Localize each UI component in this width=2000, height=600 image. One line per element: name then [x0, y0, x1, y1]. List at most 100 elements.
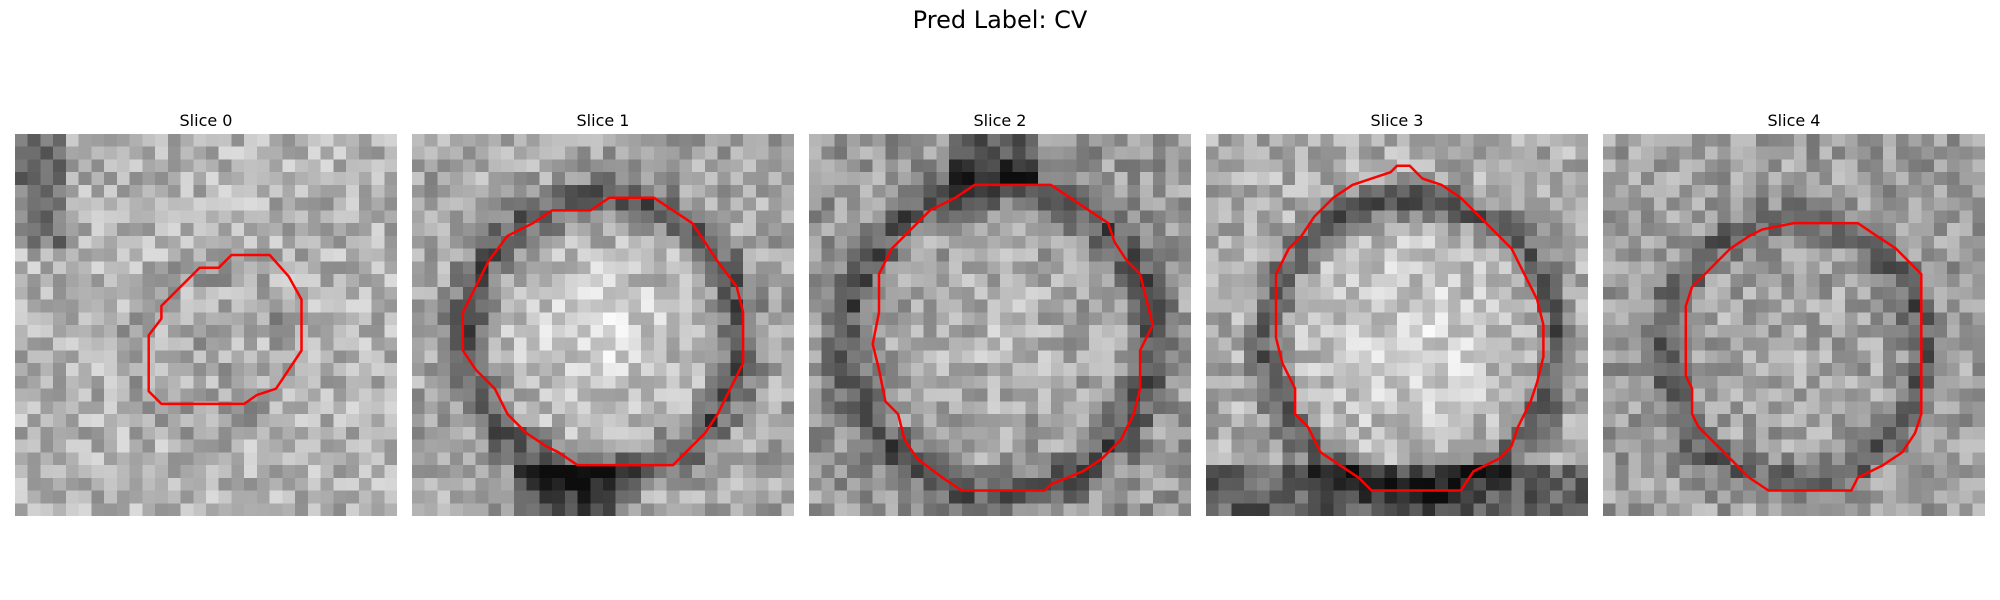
image-pixel	[1730, 439, 1744, 453]
image-pixel	[1101, 490, 1116, 504]
image-pixel	[628, 401, 642, 415]
image-pixel	[768, 261, 782, 275]
image-pixel	[1333, 375, 1347, 390]
segmentation-contour	[147, 253, 303, 406]
image-pixel	[155, 261, 169, 275]
image-pixel	[1231, 452, 1245, 466]
image-pixel	[872, 235, 886, 250]
image-pixel	[1165, 146, 1179, 161]
image-pixel	[1127, 363, 1141, 377]
image-pixel	[1666, 388, 1680, 402]
image-pixel	[1282, 184, 1296, 199]
image-pixel	[1165, 248, 1179, 262]
image-pixel	[1346, 134, 1360, 148]
image-pixel	[1012, 452, 1027, 466]
image-pixel	[1089, 312, 1103, 326]
image-pixel	[424, 146, 439, 161]
image-pixel	[755, 184, 770, 199]
image-pixel	[1806, 286, 1821, 301]
image-pixel	[987, 503, 1001, 516]
image-pixel	[501, 452, 515, 466]
image-pixel	[1152, 210, 1167, 224]
image-pixel	[384, 248, 397, 262]
image-pixel	[15, 235, 29, 250]
image-pixel	[244, 439, 258, 453]
image-pixel	[755, 490, 770, 504]
image-pixel	[91, 286, 105, 301]
image-pixel	[821, 286, 836, 301]
image-pixel	[1946, 477, 1961, 492]
image-pixel	[834, 235, 848, 250]
image-pixel	[1946, 490, 1961, 504]
image-pixel	[1165, 274, 1179, 288]
image-pixel	[641, 426, 655, 441]
image-pixel	[1704, 363, 1719, 377]
image-pixel	[1717, 490, 1731, 504]
image-pixel	[910, 146, 925, 161]
image-pixel	[1320, 350, 1334, 364]
image-pixel	[1768, 401, 1782, 415]
image-pixel	[641, 223, 655, 237]
image-pixel	[1895, 299, 1910, 313]
image-pixel	[333, 375, 347, 390]
image-pixel	[1256, 426, 1271, 441]
image-pixel	[1127, 235, 1141, 250]
panel-slice-2: Slice 2	[809, 108, 1191, 516]
image-pixel	[1063, 490, 1077, 504]
image-pixel	[1038, 503, 1052, 516]
image-pixel	[15, 388, 29, 402]
image-pixel	[552, 477, 566, 492]
image-pixel	[513, 261, 528, 275]
image-pixel	[1641, 439, 1655, 453]
image-pixel	[1244, 325, 1258, 339]
image-pixel	[450, 134, 464, 148]
image-pixel	[1295, 503, 1309, 516]
image-pixel	[1641, 286, 1655, 301]
image-pixel	[1012, 223, 1027, 237]
image-pixel	[590, 146, 604, 161]
image-pixel	[412, 490, 426, 504]
image-pixel	[1307, 477, 1322, 492]
image-pixel	[180, 490, 194, 504]
image-pixel	[1127, 159, 1141, 173]
image-pixel	[104, 159, 118, 173]
image-pixel	[885, 184, 899, 199]
image-pixel	[590, 363, 604, 377]
image-pixel	[923, 503, 937, 516]
image-pixel	[320, 401, 334, 415]
image-pixel	[1447, 414, 1462, 428]
image-pixel	[412, 146, 426, 161]
image-pixel	[244, 375, 258, 390]
image-pixel	[1498, 274, 1513, 288]
image-pixel	[1832, 197, 1846, 211]
image-pixel	[513, 235, 528, 250]
image-pixel	[1152, 426, 1167, 441]
image-pixel	[1140, 477, 1154, 492]
image-pixel	[730, 337, 744, 352]
image-pixel	[1704, 299, 1719, 313]
image-pixel	[936, 439, 950, 453]
image-pixel	[65, 248, 80, 262]
image-pixel	[1165, 439, 1179, 453]
image-pixel	[603, 134, 617, 148]
image-pixel	[1832, 223, 1846, 237]
image-pixel	[193, 439, 207, 453]
image-pixel	[167, 312, 182, 326]
image-pixel	[116, 261, 131, 275]
image-pixel	[628, 426, 642, 441]
image-pixel	[1819, 363, 1833, 377]
image-pixel	[218, 503, 233, 516]
image-pixel	[834, 197, 848, 211]
image-pixel	[1832, 274, 1846, 288]
image-pixel	[1152, 490, 1167, 504]
image-pixel	[1486, 503, 1500, 516]
image-pixel	[1730, 477, 1744, 492]
image-pixel	[1666, 439, 1680, 453]
image-pixel	[1641, 375, 1655, 390]
image-pixel	[142, 248, 156, 262]
image-pixel	[1486, 184, 1500, 199]
image-pixel	[1844, 503, 1859, 516]
image-pixel	[1076, 286, 1090, 301]
image-pixel	[1320, 223, 1334, 237]
image-pixel	[180, 159, 194, 173]
